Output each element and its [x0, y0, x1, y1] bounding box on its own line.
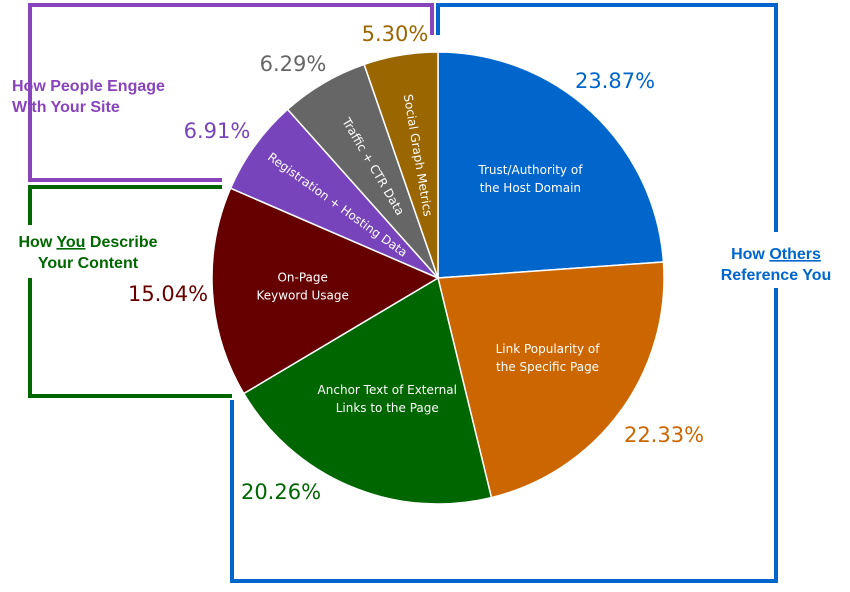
group-label-you-describe: How You Describe Your Content — [18, 234, 157, 272]
pie-slice — [211, 187, 440, 395]
value-label: 6.91% — [184, 119, 251, 143]
group-label-others-line1: How Others — [731, 246, 821, 263]
bracket-you-describe — [28, 185, 232, 398]
pie-slice — [437, 51, 665, 279]
slice-label: Anchor Text of External Links to the Page — [318, 383, 457, 415]
value-label: 20.26% — [241, 480, 321, 504]
group-label-you-line2: Your Content — [38, 255, 139, 272]
group-brackets — [28, 3, 778, 583]
value-label: 23.87% — [575, 69, 655, 93]
group-label-people-line2: With Your Site — [12, 99, 120, 116]
group-label-you-line1: How You Describe — [18, 234, 157, 251]
value-label: 15.04% — [128, 282, 208, 306]
pie-slice — [437, 261, 665, 499]
group-label-people-line1: How People Engage — [12, 78, 165, 95]
group-label-others-reference: How Others Reference You — [721, 246, 832, 284]
pie-slice — [363, 51, 439, 279]
slice-label: Link Popularity of the Specific Page — [496, 342, 601, 374]
bracket-others-reference — [230, 3, 778, 583]
value-label: 5.30% — [362, 22, 429, 46]
group-label-people-engage: How People Engage With Your Site — [12, 78, 165, 116]
group-label-others-line2: Reference You — [721, 267, 832, 284]
value-label: 6.29% — [260, 52, 327, 76]
slice-label: Trust/Authority of the Host Domain — [477, 163, 583, 195]
bracket-people-engage — [28, 3, 434, 182]
value-label: 22.33% — [624, 423, 704, 447]
slice-label: On-Page Keyword Usage — [256, 271, 348, 303]
pie-slice — [242, 276, 493, 505]
